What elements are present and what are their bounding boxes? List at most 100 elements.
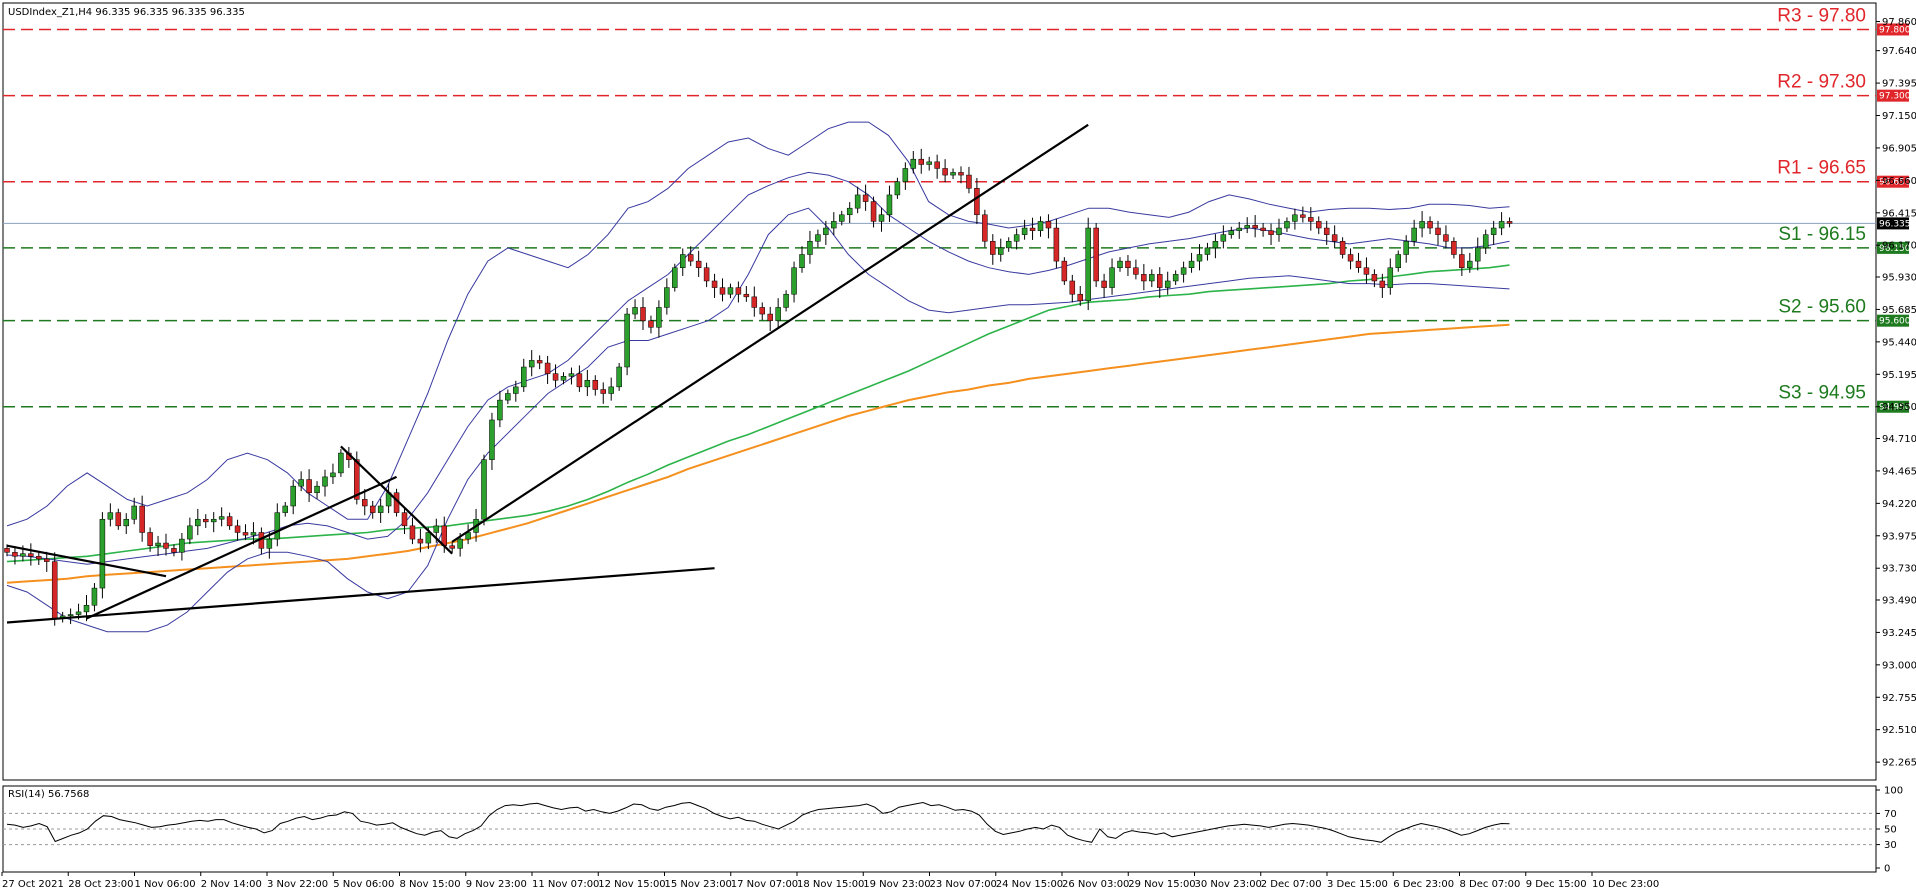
trendline-2 bbox=[6, 544, 167, 578]
price-tick-label: 93.975 bbox=[1882, 531, 1916, 542]
candle-body bbox=[1252, 225, 1258, 229]
candle-body bbox=[187, 525, 193, 540]
price-tick-label: 92.755 bbox=[1882, 693, 1916, 704]
candle-body bbox=[536, 360, 543, 364]
level-tag-r2: 97.300 bbox=[1879, 92, 1911, 102]
indicators bbox=[6, 121, 1510, 633]
candle-body bbox=[528, 360, 535, 368]
price-tick-label: 93.000 bbox=[1882, 660, 1916, 671]
level-label-s3: S3 - 94.95 bbox=[1778, 383, 1866, 404]
price-tick-label: 94.710 bbox=[1882, 434, 1916, 445]
candle-body bbox=[36, 556, 42, 560]
candle-body bbox=[743, 293, 750, 298]
candle-body bbox=[791, 267, 797, 295]
price-tick-label: 95.195 bbox=[1882, 370, 1916, 381]
level-tag-s1: 96.150 bbox=[1879, 244, 1911, 254]
candle-body bbox=[1435, 227, 1441, 235]
candle-body bbox=[155, 542, 161, 546]
candle-body bbox=[521, 366, 527, 388]
trendline-5 bbox=[451, 123, 1089, 543]
candle-body bbox=[664, 287, 670, 308]
time-tick-label: 19 Nov 23:00 bbox=[863, 879, 930, 890]
rsi-panel: 100 70 50 30 0 bbox=[3, 786, 1903, 875]
candle-body bbox=[457, 538, 463, 549]
time-tick-label: 26 Nov 03:00 bbox=[1062, 879, 1129, 890]
candle-body bbox=[1244, 225, 1250, 229]
time-tick-label: 1 Nov 06:00 bbox=[135, 879, 196, 890]
candle-body bbox=[632, 307, 638, 315]
candle-body bbox=[1276, 227, 1282, 235]
candle-body bbox=[990, 241, 996, 255]
candle-body bbox=[998, 247, 1004, 255]
candle-body bbox=[131, 505, 137, 520]
candle-body bbox=[711, 280, 718, 288]
price-tick-label: 95.685 bbox=[1882, 305, 1916, 316]
main-plot-frame bbox=[2, 2, 1877, 781]
candle-body bbox=[28, 553, 34, 557]
level-tag-r1: 96.650 bbox=[1879, 178, 1911, 188]
candle-body bbox=[218, 516, 225, 520]
candle-body bbox=[815, 234, 821, 242]
candle-body bbox=[695, 260, 702, 268]
candle-body bbox=[226, 516, 233, 527]
candle-body bbox=[624, 313, 630, 368]
candle-body bbox=[1347, 254, 1354, 262]
candle-body bbox=[210, 518, 217, 523]
candle-body bbox=[330, 472, 336, 478]
candle-body bbox=[505, 393, 511, 401]
trendline-4 bbox=[340, 445, 453, 555]
candle-body bbox=[12, 552, 18, 557]
time-tick-label: 5 Nov 06:00 bbox=[333, 879, 394, 890]
level-tag-bg-s1 bbox=[1877, 241, 1909, 254]
trendline-3 bbox=[86, 475, 398, 620]
rsi-title: RSI(14) 56.7568 bbox=[8, 789, 89, 800]
current-price-tag-bg bbox=[1877, 217, 1909, 230]
price-tick-label: 94.950 bbox=[1882, 402, 1916, 413]
candle-body bbox=[1236, 227, 1242, 231]
candle-body bbox=[1220, 234, 1227, 242]
candle-body bbox=[775, 307, 781, 321]
candle-body bbox=[1117, 260, 1123, 268]
candle-body bbox=[51, 561, 58, 619]
level-label-s1: S1 - 96.15 bbox=[1778, 224, 1866, 245]
candle-body bbox=[1061, 260, 1068, 282]
level-tag-s3: 94.950 bbox=[1879, 403, 1911, 413]
price-tick-label: 94.220 bbox=[1882, 499, 1916, 510]
candle-body bbox=[1164, 280, 1171, 288]
time-tick-label: 3 Dec 15:00 bbox=[1327, 879, 1388, 890]
candle-body bbox=[513, 386, 519, 394]
price-tick-label: 95.440 bbox=[1882, 337, 1916, 348]
candle-body bbox=[314, 485, 320, 494]
candle-body bbox=[250, 532, 257, 536]
candle-body bbox=[1013, 234, 1020, 242]
candle-body bbox=[680, 254, 686, 268]
time-tick-label: 28 Oct 23:00 bbox=[68, 879, 133, 890]
candle-body bbox=[656, 307, 662, 328]
candle-body bbox=[274, 512, 281, 540]
candle-body bbox=[672, 267, 678, 288]
candle-body bbox=[1308, 217, 1314, 222]
candle-body bbox=[783, 293, 789, 308]
candle-body bbox=[1180, 267, 1187, 275]
time-tick-label: 29 Nov 15:00 bbox=[1128, 879, 1195, 890]
level-tag-bg-r1 bbox=[1877, 175, 1909, 188]
candle-body bbox=[20, 553, 26, 557]
trendlines bbox=[6, 123, 1089, 624]
candle-body bbox=[409, 525, 416, 540]
candle-body bbox=[1212, 241, 1219, 249]
candle-body bbox=[83, 605, 90, 613]
candle-body bbox=[139, 505, 145, 533]
candle-body bbox=[846, 207, 853, 216]
candle-body bbox=[735, 287, 742, 295]
candle-body bbox=[942, 168, 948, 176]
candle-body bbox=[687, 254, 694, 262]
candle-body bbox=[584, 379, 591, 388]
rsi-tick-label: 100 bbox=[1884, 786, 1903, 797]
price-axis: 97.860 97.640 97.395 97.150 96.905 96.660 96.4… bbox=[1876, 17, 1916, 769]
candle-body bbox=[481, 459, 487, 520]
candle-body bbox=[1069, 280, 1076, 295]
candle-body bbox=[934, 161, 940, 169]
time-tick-label: 18 Nov 15:00 bbox=[797, 879, 864, 890]
time-tick-label: 10 Dec 23:00 bbox=[1592, 879, 1659, 890]
